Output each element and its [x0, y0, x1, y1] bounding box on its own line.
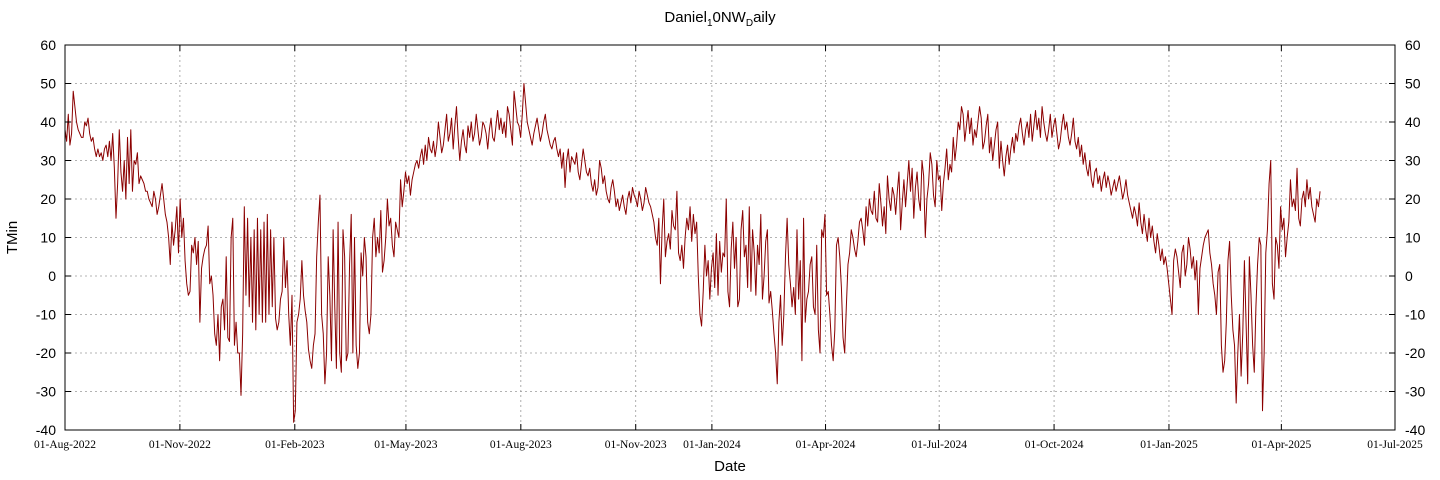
y-tick-label-right: -40	[1405, 422, 1425, 438]
x-tick-labels: 01-Aug-2022 01-Nov-2022 01-Feb-2023 01-May-…	[34, 439, 1423, 451]
x-axis-label: Date	[714, 458, 746, 475]
y-tick-label-right: 30	[1405, 153, 1421, 169]
x-tick-label: 01-Jan-2024	[683, 439, 741, 451]
x-tick-label: 01-Aug-2023	[490, 439, 552, 451]
x-tick-label: 01-Feb-2023	[265, 439, 325, 451]
series-line	[64, 83, 1321, 423]
x-tick-label: 01-Aug-2022	[34, 439, 96, 451]
x-tick-label: 01-Apr-2025	[1251, 439, 1311, 451]
y-tick-label-right: 50	[1405, 76, 1421, 92]
chart-title: Daniel10NWDaily	[664, 9, 776, 29]
x-tick-label: 01-Oct-2024	[1025, 439, 1084, 451]
x-tick-label: 01-Apr-2024	[796, 439, 856, 451]
y-tick-label: 0	[48, 268, 56, 284]
x-tick-label: 01-Jul-2025	[1367, 439, 1423, 451]
y-tick-label: 30	[40, 153, 56, 169]
y-tick-label-right: 20	[1405, 191, 1421, 207]
x-tick-label: 01-Nov-2022	[149, 439, 211, 451]
y-tick-label: 10	[40, 230, 56, 246]
y-tick-label: -30	[36, 384, 56, 400]
y-tick-label: 50	[40, 76, 56, 92]
y-tick-label-right: 10	[1405, 230, 1421, 246]
y-tick-label: -10	[36, 307, 56, 323]
y-tick-label: 60	[40, 37, 56, 53]
grid-lines	[65, 45, 1395, 430]
y-tick-label-right: 40	[1405, 114, 1421, 130]
y-tick-label-right: 60	[1405, 37, 1421, 53]
y-tick-label-right: -20	[1405, 345, 1425, 361]
axis-ticks	[64, 44, 1396, 431]
x-tick-label: 01-Nov-2023	[605, 439, 667, 451]
y-tick-label-right: -30	[1405, 384, 1425, 400]
y-tick-label-right: -10	[1405, 307, 1425, 323]
y-tick-label: -40	[36, 422, 56, 438]
x-tick-label: 01-Jul-2024	[911, 439, 967, 451]
y-tick-labels-left: -40 -30 -20 -10 0 10 20 30 40 50 60	[36, 37, 56, 438]
x-tick-label: 01-Jan-2025	[1140, 439, 1198, 451]
y-tick-labels-right: -40 -30 -20 -10 0 10 20 30 40 50 60	[1405, 37, 1425, 438]
x-tick-label: 01-May-2023	[374, 439, 437, 451]
y-axis-label: TMin	[4, 221, 21, 254]
series-group	[64, 83, 1321, 423]
y-tick-label: 20	[40, 191, 56, 207]
y-tick-label-right: 0	[1405, 268, 1413, 284]
y-tick-label: -20	[36, 345, 56, 361]
y-tick-label: 40	[40, 114, 56, 130]
